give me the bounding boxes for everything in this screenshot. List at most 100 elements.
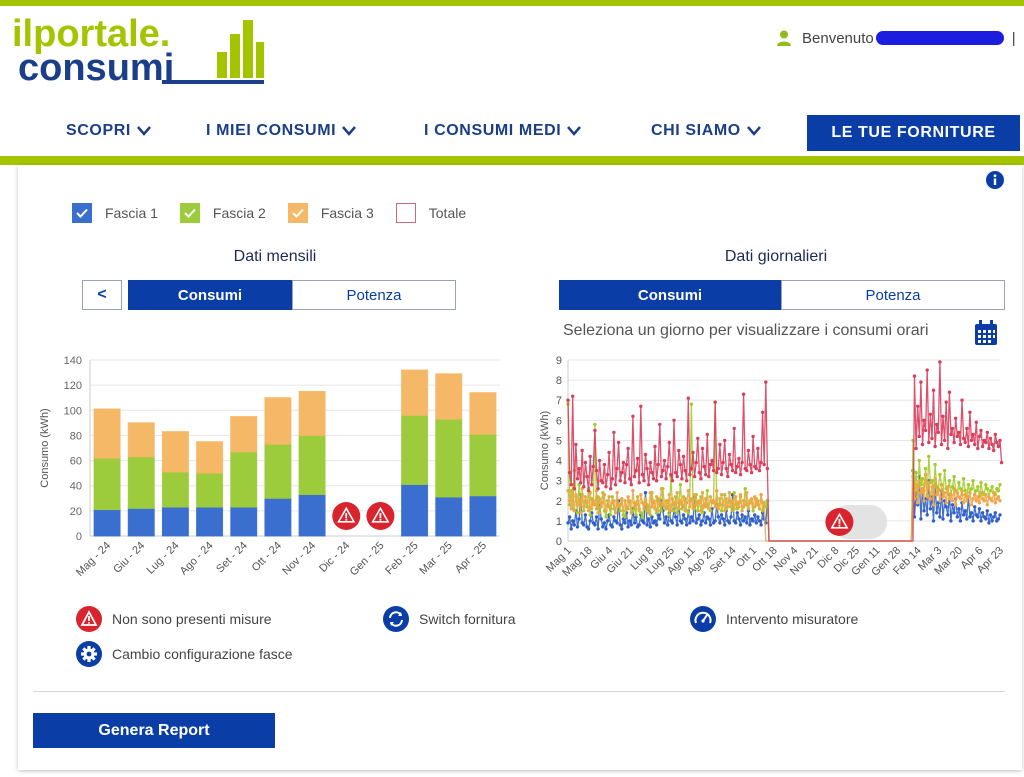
tab-daily-consumi[interactable]: Consumi: [559, 280, 781, 310]
legend-item-fascia-2[interactable]: Fascia 2: [179, 203, 266, 223]
warning-icon: [76, 606, 102, 632]
data-point: [984, 517, 988, 521]
info-icon[interactable]: [986, 171, 1004, 189]
data-point: [963, 489, 967, 493]
data-point: [670, 497, 675, 501]
daily-tabs: Consumi Potenza: [559, 280, 1005, 310]
data-point: [724, 497, 728, 501]
data-point: [681, 454, 686, 459]
data-point: [971, 432, 975, 437]
data-point: [686, 511, 690, 515]
data-point: [618, 479, 622, 483]
data-point: [746, 448, 751, 453]
data-point: [569, 527, 573, 531]
data-point: [629, 511, 633, 515]
data-point: [973, 505, 977, 509]
data-point: [647, 517, 651, 521]
data-point: [707, 507, 711, 511]
data-point: [982, 499, 986, 503]
data-point: [609, 507, 613, 511]
data-point: [718, 521, 722, 525]
tab-monthly-potenza[interactable]: Potenza: [292, 280, 456, 310]
data-point: [571, 519, 575, 523]
data-point: [602, 493, 607, 497]
data-point: [987, 521, 991, 525]
checkbox-totale[interactable]: [395, 203, 416, 223]
data-point: [754, 521, 758, 525]
x-tick-label: Ott - 24: [250, 540, 284, 574]
legend-item-fascia-3[interactable]: Fascia 3: [287, 203, 374, 223]
tab-monthly-consumi[interactable]: Consumi: [128, 280, 292, 310]
data-point: [680, 521, 684, 525]
data-point: [653, 444, 657, 449]
data-point: [987, 446, 991, 451]
data-point: [952, 474, 956, 479]
data-point: [947, 479, 952, 483]
data-point: [612, 515, 616, 519]
previous-period-button[interactable]: <: [82, 280, 122, 310]
checkbox-fascia-1[interactable]: [72, 203, 92, 223]
data-point: [596, 487, 600, 491]
data-point: [629, 483, 633, 487]
data-point: [596, 511, 600, 515]
data-point: [760, 501, 765, 505]
nav-item-scopri[interactable]: SCOPRI: [66, 122, 151, 140]
le-tue-forniture-button[interactable]: LE TUE FORNITURE: [807, 115, 1020, 151]
data-point: [735, 511, 739, 515]
data-point: [696, 517, 700, 521]
data-point: [645, 523, 649, 527]
tab-daily-potenza[interactable]: Potenza: [781, 280, 1005, 310]
data-point: [760, 410, 765, 414]
x-tick-label: Feb - 25: [383, 540, 420, 577]
data-point: [697, 470, 701, 475]
data-point: [582, 485, 586, 489]
data-point: [604, 509, 608, 513]
data-point: [572, 523, 576, 527]
legend-item-totale[interactable]: Totale: [395, 203, 466, 223]
data-point: [938, 472, 942, 477]
data-point: [931, 503, 936, 507]
data-point: [683, 509, 687, 513]
data-point: [935, 493, 939, 497]
logo[interactable]: ilportale. consumi: [12, 12, 268, 88]
data-point: [588, 519, 592, 523]
data-point: [656, 509, 660, 513]
data-point: [985, 487, 989, 491]
data-point: [628, 501, 632, 505]
calendar-icon[interactable]: [974, 320, 998, 346]
genera-report-button[interactable]: Genera Report: [33, 713, 275, 748]
data-point: [620, 497, 624, 501]
data-point: [670, 479, 675, 483]
data-point: [748, 501, 752, 505]
data-point: [935, 422, 939, 427]
nav-item-i-miei-consumi[interactable]: I MIEI CONSUMI: [206, 122, 357, 140]
data-point: [979, 519, 983, 523]
legend-item-fascia-1[interactable]: Fascia 1: [72, 203, 158, 223]
x-tick-label: Giu - 24: [111, 540, 147, 576]
y-tick-label: 1: [556, 516, 562, 528]
data-point: [618, 509, 622, 513]
data-point: [732, 426, 736, 431]
data-point: [985, 430, 989, 435]
nav-item-i-consumi-medi[interactable]: I CONSUMI MEDI: [424, 122, 582, 140]
data-point: [930, 479, 934, 483]
nav-item-chi-siamo[interactable]: CHI SIAMO: [651, 122, 761, 140]
bar-segment: [127, 456, 155, 509]
checkbox-fascia-2[interactable]: [179, 203, 200, 223]
checkbox-fascia-3[interactable]: [287, 203, 308, 223]
data-point: [689, 402, 694, 406]
data-point: [936, 430, 940, 435]
data-point: [567, 499, 572, 503]
data-point: [628, 519, 632, 523]
data-point: [727, 521, 732, 525]
data-point: [990, 442, 994, 447]
data-point: [950, 499, 955, 503]
data-point: [946, 513, 950, 517]
data-point: [933, 477, 937, 481]
data-point: [715, 489, 719, 493]
data-point: [582, 509, 586, 513]
data-point: [958, 497, 963, 501]
data-point: [624, 507, 629, 511]
